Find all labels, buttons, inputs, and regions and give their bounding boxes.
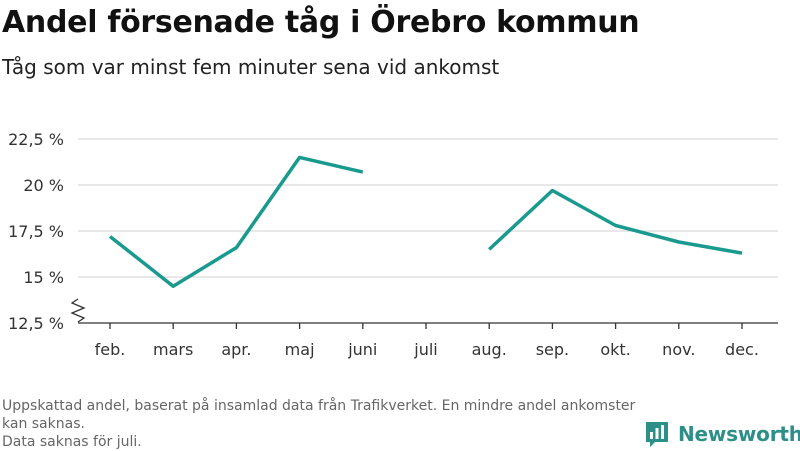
brand-name: Newsworthy bbox=[678, 422, 800, 446]
x-tick-label: aug. bbox=[472, 340, 507, 359]
x-tick-label: juli bbox=[413, 340, 437, 359]
bar-chart-icon bbox=[646, 422, 668, 447]
x-tick-label: mars bbox=[153, 340, 193, 359]
y-tick-label: 20 % bbox=[23, 176, 64, 195]
x-tick-label: sep. bbox=[536, 340, 569, 359]
brand-logo: Newsworthy bbox=[644, 420, 800, 448]
y-tick-label: 15 % bbox=[23, 268, 64, 287]
x-tick-label: apr. bbox=[221, 340, 251, 359]
x-tick-label: maj bbox=[285, 340, 315, 359]
x-tick-label: dec. bbox=[725, 340, 759, 359]
axis-break-icon bbox=[70, 298, 86, 323]
y-tick-label: 22,5 % bbox=[8, 130, 64, 149]
footnote: Uppskattad andel, baserat på insamlad da… bbox=[2, 397, 642, 451]
x-tick-label: juni bbox=[347, 340, 377, 359]
x-tick-label: okt. bbox=[600, 340, 630, 359]
chart-subtitle: Tåg som var minst fem minuter sena vid a… bbox=[2, 55, 500, 79]
y-tick-label: 17,5 % bbox=[8, 222, 64, 241]
chart-title: Andel försenade tåg i Örebro kommun bbox=[2, 5, 640, 40]
footnote-source: Uppskattad andel, baserat på insamlad da… bbox=[2, 398, 636, 432]
x-tick-label: nov. bbox=[662, 340, 695, 359]
x-tick-label: feb. bbox=[95, 340, 126, 359]
series-line bbox=[108, 155, 743, 288]
footnote-missing: Data saknas för juli. bbox=[2, 434, 142, 450]
y-tick-label: 12,5 % bbox=[8, 314, 64, 333]
